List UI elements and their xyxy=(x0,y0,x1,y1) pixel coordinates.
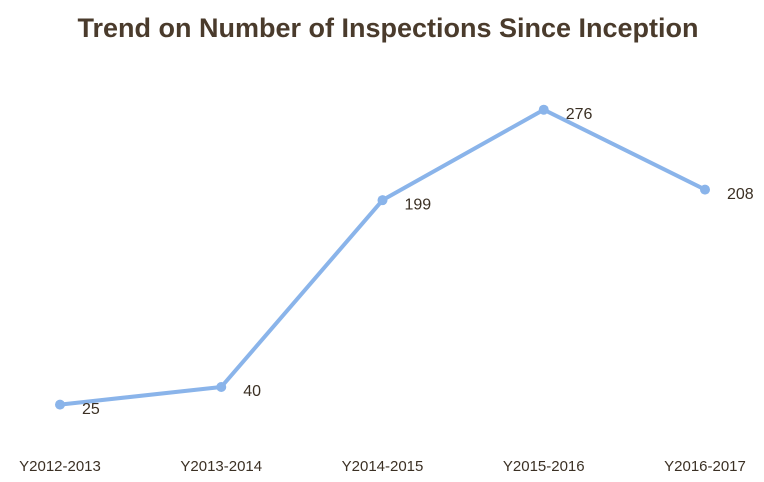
point xyxy=(55,399,65,410)
data-label: 199 xyxy=(405,196,432,213)
x-tick-label: Y2015-2016 xyxy=(503,458,585,475)
line xyxy=(59,107,706,407)
point xyxy=(538,104,549,115)
data-label: 276 xyxy=(566,106,593,123)
data-label: 25 xyxy=(82,401,100,418)
chart-title: Trend on Number of Inspections Since Inc… xyxy=(77,13,698,43)
x-tick-label: Y2012-2013 xyxy=(19,458,101,475)
data-label: 208 xyxy=(727,186,754,203)
x-tick-label: Y2014-2015 xyxy=(342,458,424,475)
x-tick-label: Y2016-2017 xyxy=(664,458,746,475)
point xyxy=(377,195,388,206)
x-tick-label: Y2013-2014 xyxy=(180,458,262,475)
data-label: 40 xyxy=(243,383,261,400)
point xyxy=(216,382,227,392)
point xyxy=(700,184,710,195)
